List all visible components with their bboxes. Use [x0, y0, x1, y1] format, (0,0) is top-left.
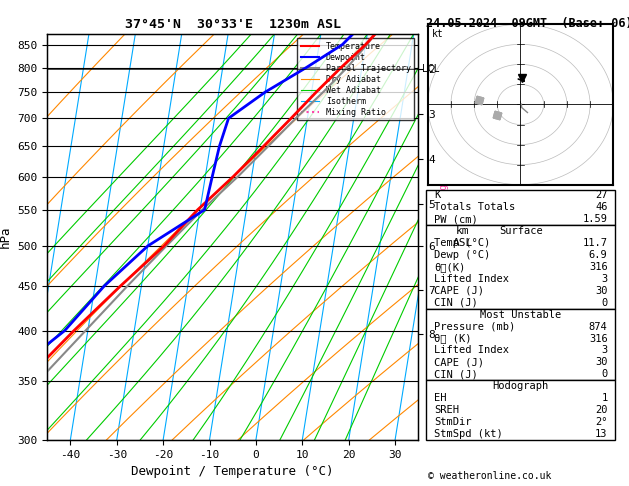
- Text: 316: 316: [589, 262, 608, 272]
- Bar: [426, 380, 615, 440]
- Text: 0: 0: [601, 298, 608, 308]
- Text: CIN (J): CIN (J): [434, 369, 478, 379]
- Text: StmDir: StmDir: [434, 417, 472, 427]
- Y-axis label: hPa: hPa: [0, 226, 12, 248]
- Text: Totals Totals: Totals Totals: [434, 202, 515, 212]
- Text: 6.9: 6.9: [589, 250, 608, 260]
- Text: Lifted Index: Lifted Index: [434, 274, 509, 284]
- Text: Mixing Ratio (g/kg): Mixing Ratio (g/kg): [439, 161, 449, 273]
- Text: SREH: SREH: [434, 405, 459, 415]
- Text: 874: 874: [589, 322, 608, 331]
- Text: PW (cm): PW (cm): [434, 214, 478, 225]
- Text: θᴄ (K): θᴄ (K): [434, 333, 472, 344]
- Text: © weatheronline.co.uk: © weatheronline.co.uk: [428, 471, 551, 481]
- Text: Hodograph: Hodograph: [493, 381, 549, 391]
- Text: Lifted Index: Lifted Index: [434, 346, 509, 355]
- Text: Dewp (°C): Dewp (°C): [434, 250, 490, 260]
- Text: StmSpd (kt): StmSpd (kt): [434, 429, 503, 439]
- Text: Surface: Surface: [499, 226, 543, 236]
- Text: EH: EH: [434, 393, 447, 403]
- Text: 1: 1: [601, 393, 608, 403]
- Text: CAPE (J): CAPE (J): [434, 286, 484, 296]
- Text: 3: 3: [601, 274, 608, 284]
- Text: Pressure (mb): Pressure (mb): [434, 322, 515, 331]
- Legend: Temperature, Dewpoint, Parcel Trajectory, Dry Adiabat, Wet Adiabat, Isotherm, Mi: Temperature, Dewpoint, Parcel Trajectory…: [298, 38, 414, 121]
- Text: 0: 0: [601, 369, 608, 379]
- Y-axis label: km
ASL: km ASL: [452, 226, 472, 248]
- Bar: [426, 190, 615, 226]
- Text: 1.59: 1.59: [582, 214, 608, 225]
- X-axis label: Dewpoint / Temperature (°C): Dewpoint / Temperature (°C): [131, 465, 334, 478]
- Text: 2°: 2°: [595, 417, 608, 427]
- Text: 24.05.2024  09GMT  (Base: 06): 24.05.2024 09GMT (Base: 06): [426, 17, 629, 30]
- Text: 11.7: 11.7: [582, 238, 608, 248]
- Text: 30: 30: [595, 286, 608, 296]
- Text: K: K: [434, 191, 440, 201]
- Text: θᴄ(K): θᴄ(K): [434, 262, 465, 272]
- Text: kt: kt: [431, 29, 443, 39]
- Text: 27: 27: [595, 191, 608, 201]
- Text: CIN (J): CIN (J): [434, 298, 478, 308]
- Text: 13: 13: [595, 429, 608, 439]
- Text: 46: 46: [595, 202, 608, 212]
- Text: Most Unstable: Most Unstable: [480, 310, 562, 320]
- Text: 3: 3: [601, 346, 608, 355]
- Bar: [426, 309, 615, 380]
- Title: 37°45'N  30°33'E  1230m ASL: 37°45'N 30°33'E 1230m ASL: [125, 18, 341, 32]
- Text: Temp (°C): Temp (°C): [434, 238, 490, 248]
- Text: 30: 30: [595, 357, 608, 367]
- Text: LCL: LCL: [422, 65, 440, 74]
- Bar: [426, 226, 615, 309]
- Text: 20: 20: [595, 405, 608, 415]
- Text: 316: 316: [589, 333, 608, 344]
- Text: CAPE (J): CAPE (J): [434, 357, 484, 367]
